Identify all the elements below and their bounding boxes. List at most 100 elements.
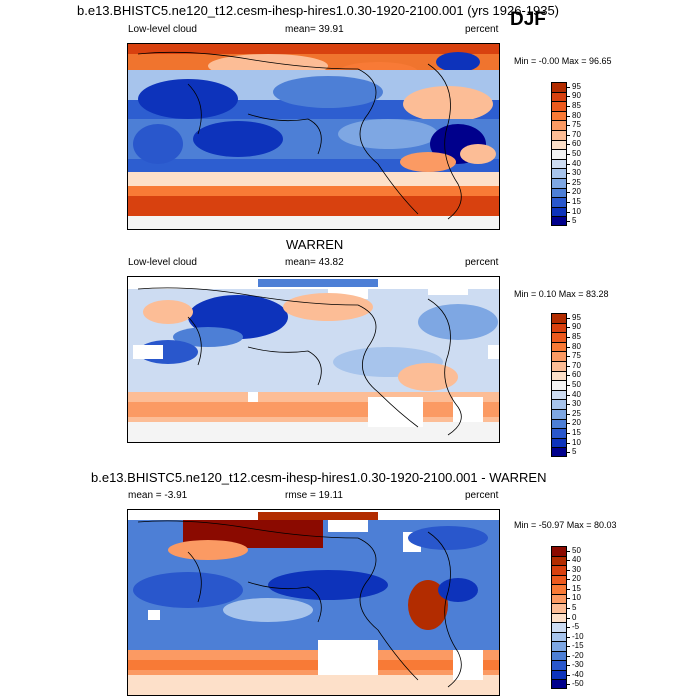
colorbar-swatch [551, 187, 567, 199]
colorbar-swatch [551, 409, 567, 420]
colorbar-label: 10 [572, 593, 581, 603]
panel-diff-mean: mean = -3.91 [128, 490, 188, 501]
colorbar-swatch [551, 197, 567, 208]
colorbar-label: 80 [572, 341, 581, 351]
colorbar-label: 60 [572, 139, 581, 149]
colorbar-swatch [551, 546, 567, 557]
colorbar-label: 5 [572, 447, 577, 457]
case-title: b.e13.BHISTC5.ne120_t12.cesm-ihesp-hires… [77, 3, 560, 18]
colorbar-tick [567, 413, 570, 415]
colorbar-tick [567, 337, 570, 338]
colorbar-swatch [551, 584, 567, 595]
colorbar-swatch [551, 158, 567, 170]
colorbar-tick [567, 106, 570, 107]
colorbar-label: 40 [572, 389, 581, 399]
colorbar-label: 50 [572, 545, 581, 555]
colorbar-label: 85 [572, 101, 581, 110]
panel-model-minmax: Min = -0.00 Max = 96.65 [514, 56, 612, 66]
colorbar-tick [567, 173, 570, 175]
colorbar-tick [567, 655, 570, 657]
colorbar-tick [567, 365, 570, 367]
colorbar-tick [567, 674, 570, 676]
colorbar-swatch [551, 332, 567, 343]
panel-model-units: percent [465, 24, 499, 35]
colorbar-tick [567, 192, 570, 194]
colorbar-swatch [551, 91, 567, 103]
colorbar-label: 80 [572, 110, 581, 120]
colorbar-swatch [551, 418, 567, 430]
colorbar-tick [567, 433, 570, 434]
colorbar-tick [567, 356, 570, 358]
panel-diff-colorbar: 50 40 30 20 15 10 5 0 -5 -10 -15 -20 -30 -40 -50 [551, 546, 601, 689]
season-label: DJF [510, 9, 546, 30]
colorbar-swatch [551, 399, 567, 410]
colorbar-swatch [551, 110, 567, 122]
colorbar-label: 15 [572, 428, 581, 437]
colorbar-swatch [551, 603, 567, 614]
colorbar-swatch [551, 555, 567, 567]
colorbar-label: 40 [572, 158, 581, 168]
colorbar-tick [567, 636, 570, 638]
colorbar-label: 75 [572, 351, 581, 361]
colorbar-tick [567, 617, 570, 619]
colorbar-tick [567, 452, 570, 454]
colorbar-tick [567, 627, 570, 629]
colorbar-label: 0 [572, 612, 577, 622]
colorbar-tick [567, 646, 570, 648]
colorbar-tick [567, 221, 570, 223]
colorbar-label: 95 [572, 312, 581, 322]
colorbar-swatch [551, 101, 567, 112]
colorbar-tick [567, 550, 570, 552]
colorbar-swatch [551, 428, 567, 439]
colorbar-tick [567, 317, 570, 319]
colorbar-label: 20 [572, 418, 581, 428]
colorbar-swatch [551, 370, 567, 382]
colorbar-label: -40 [572, 669, 584, 679]
colorbar-label: -20 [572, 650, 584, 660]
colorbar-swatch [551, 565, 567, 576]
colorbar-swatch [551, 322, 567, 334]
colorbar-tick [567, 327, 570, 329]
colorbar-swatch [551, 149, 567, 160]
panel-obs-colorbar: 95 90 85 80 75 70 60 50 40 30 25 20 15 10 5 [551, 313, 601, 457]
colorbar-swatch [551, 650, 567, 662]
colorbar-tick [567, 115, 570, 117]
panel-diff-rmse: rmse = 19.11 [285, 490, 343, 501]
colorbar-tick [567, 665, 570, 667]
colorbar-label: -50 [572, 679, 584, 689]
colorbar-tick [567, 579, 570, 581]
colorbar-tick [567, 385, 570, 386]
panel-obs-mean: mean= 43.82 [285, 257, 344, 268]
colorbar-label: 75 [572, 120, 581, 130]
colorbar-label: 20 [572, 574, 581, 584]
colorbar-label: 30 [572, 564, 581, 574]
colorbar-tick [567, 423, 570, 425]
colorbar-label: 60 [572, 370, 581, 380]
colorbar-label: 90 [572, 322, 581, 332]
colorbar-swatch [551, 641, 567, 652]
panel-obs-title: WARREN [286, 237, 344, 252]
colorbar-swatch [551, 82, 567, 93]
colorbar-tick [567, 569, 570, 571]
colorbar-swatch [551, 622, 567, 633]
colorbar-swatch [551, 574, 567, 586]
colorbar-swatch [551, 206, 567, 218]
colorbar-tick [567, 404, 570, 406]
colorbar-swatch [551, 447, 567, 457]
colorbar-tick [567, 211, 570, 213]
colorbar-swatch [551, 612, 567, 624]
colorbar-label: 15 [572, 197, 581, 206]
panel-obs-map [127, 276, 500, 443]
colorbar-tick [567, 182, 570, 184]
colorbar-label: 5 [572, 216, 577, 226]
colorbar-swatch [551, 437, 567, 449]
colorbar-tick [567, 346, 570, 348]
colorbar-swatch [551, 168, 567, 179]
colorbar-tick [567, 125, 570, 127]
panel-diff-title: b.e13.BHISTC5.ne120_t12.cesm-ihesp-hires… [91, 470, 547, 485]
panel-diff-map [127, 509, 500, 696]
colorbar-tick [567, 86, 570, 88]
colorbar-tick [567, 144, 570, 146]
panel-obs-units: percent [465, 257, 499, 268]
colorbar-swatch [551, 216, 567, 226]
